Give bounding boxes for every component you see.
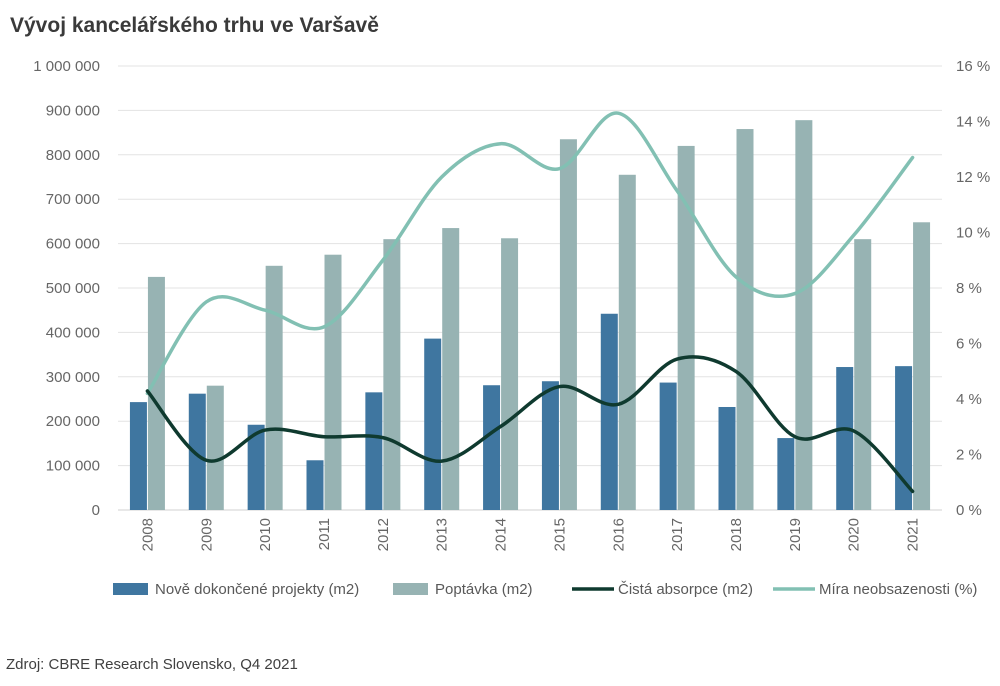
bar-demand [206,385,224,510]
bar-demand [442,228,460,510]
axis-labels: 0 100 000 200 000 300 000 400 000 500 000 600 … [33,58,990,551]
source-note: Zdroj: CBRE Research Slovensko, Q4 2021 [6,656,298,673]
x-tick-label: 2010 [257,518,274,551]
bar-new-projects [659,382,677,510]
bars-layer [129,120,931,511]
legend-label: Čistá absorpce (m2) [618,581,753,598]
legend-swatch [113,583,148,595]
x-tick-label: 2020 [846,518,863,551]
bar-demand [913,222,931,510]
y-left-tick-label: 400 000 [46,324,100,341]
bar-new-projects [600,313,618,510]
x-tick-label: 2011 [316,518,333,550]
legend-label: Poptávka (m2) [435,581,533,598]
bar-new-projects [483,385,501,510]
x-tick-label: 2013 [434,518,451,551]
bar-new-projects [188,393,206,510]
x-tick-label: 2012 [375,518,392,551]
bar-demand [147,276,165,510]
legend-label: Míra neobsazenosti (%) [819,581,977,598]
y-left-tick-label: 700 000 [46,191,100,208]
y-left-tick-label: 300 000 [46,369,100,386]
line-vacancy-rate [145,111,915,396]
x-tick-label: 2009 [198,518,215,551]
y-right-tick-label: 6 % [956,336,982,353]
line-net-absorption [145,355,915,494]
y-left-tick-label: 600 000 [46,236,100,253]
y-right-tick-label: 2 % [956,447,982,464]
legend-label: Nově dokončené projekty (m2) [155,581,359,598]
x-tick-label: 2019 [787,518,804,551]
x-tick-label: 2016 [610,518,627,551]
y-left-tick-label: 900 000 [46,102,100,119]
y-left-tick-label: 200 000 [46,413,100,430]
x-tick-label: 2021 [905,518,922,551]
y-right-tick-label: 0 % [956,502,982,519]
bar-new-projects [247,424,265,510]
bar-demand [618,174,636,510]
bar-new-projects [306,460,324,510]
bar-demand [501,238,519,510]
y-right-tick-label: 8 % [956,280,982,297]
x-tick-label: 2008 [139,518,156,551]
lines-layer [145,111,915,494]
y-left-tick-label: 100 000 [46,458,100,475]
y-left-tick-label: 0 [92,502,100,519]
bar-new-projects [365,392,383,510]
bar-new-projects [541,381,559,510]
y-right-tick-label: 16 % [956,58,990,75]
bar-new-projects [777,438,795,510]
x-tick-label: 2014 [493,518,510,551]
bar-demand [383,239,401,510]
legend: Nově dokončené projekty (m2) Poptávka (m2… [113,581,977,598]
bar-demand [324,254,342,510]
x-tick-label: 2015 [551,518,568,551]
bar-new-projects [129,402,147,510]
y-right-tick-label: 12 % [956,169,990,186]
y-left-tick-label: 1 000 000 [33,58,100,75]
bar-demand [265,265,283,510]
y-right-tick-label: 10 % [956,225,990,242]
legend-swatch [393,583,428,595]
bar-demand [559,139,577,510]
bar-demand [677,145,695,511]
x-tick-label: 2017 [669,518,686,551]
chart-title: Vývoj kancelářského trhu ve Varšavě [10,14,379,37]
y-right-tick-label: 4 % [956,391,982,408]
x-tick-label: 2018 [728,518,745,551]
y-right-tick-label: 14 % [956,114,990,131]
bar-new-projects [836,367,854,510]
y-left-tick-label: 800 000 [46,147,100,164]
bar-new-projects [424,338,442,510]
bar-demand [736,129,754,510]
bar-demand [854,239,872,510]
y-left-tick-label: 500 000 [46,280,100,297]
bar-demand [795,120,813,510]
bar-new-projects [718,406,736,510]
